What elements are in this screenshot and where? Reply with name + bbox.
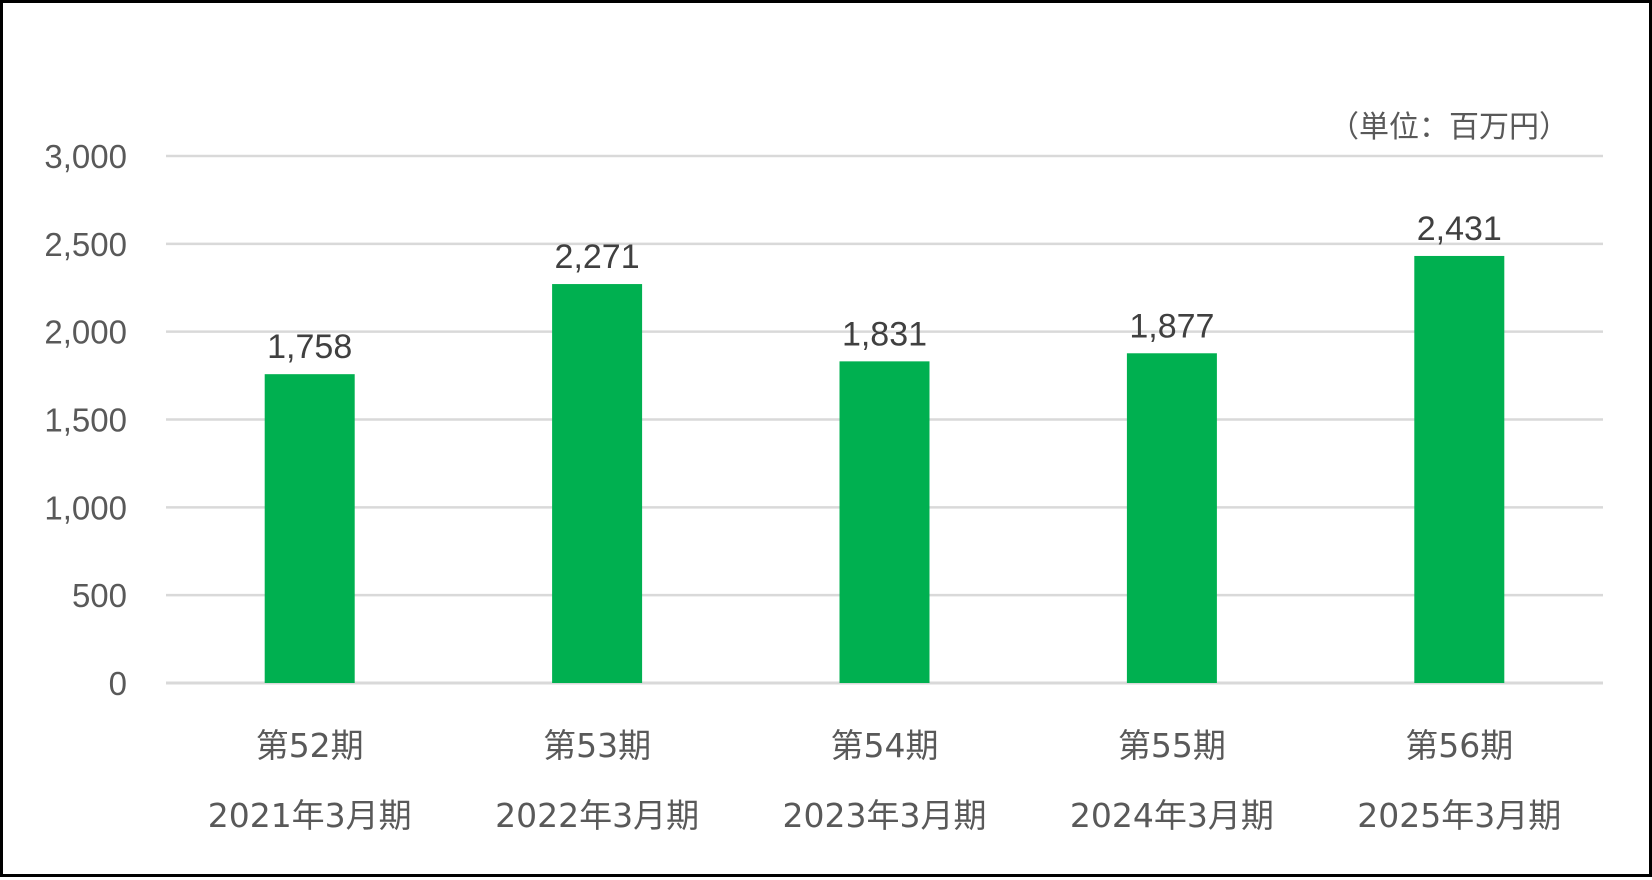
y-tick-label: 1,000: [44, 489, 127, 526]
y-tick-label: 1,500: [44, 402, 127, 439]
y-axis-ticks: 0 500 1,000 1,500 2,000 2,500 3,000: [44, 138, 127, 702]
x-category-period: 第56期: [1405, 726, 1513, 765]
y-tick-label: 0: [109, 665, 127, 702]
x-category-fiscal-year: 2025年3月期: [1357, 796, 1561, 835]
bar: [264, 374, 355, 683]
unit-label: （単位：百万円）: [1329, 110, 1569, 145]
data-labels: 1,758 2,271 1,831 1,877 2,431: [267, 210, 1502, 366]
x-category-period: 第52期: [256, 726, 364, 765]
bar-chart: 0 500 1,000 1,500 2,000 2,500 3,000 1,758 2,271…: [44, 110, 1603, 835]
y-tick-label: 2,000: [44, 314, 127, 351]
x-category-period: 第53期: [543, 726, 651, 765]
y-tick-label: 500: [72, 577, 127, 614]
gridlines: [166, 154, 1603, 685]
data-label: 1,877: [1129, 307, 1214, 345]
bar: [552, 284, 643, 683]
y-tick-label: 2,500: [44, 226, 127, 263]
x-category-period: 第54期: [831, 726, 939, 765]
x-category-fiscal-year: 2021年3月期: [208, 796, 412, 835]
x-category-fiscal-year: 2024年3月期: [1070, 796, 1274, 835]
y-tick-label: 3,000: [44, 138, 127, 175]
x-category-period: 第55期: [1118, 726, 1226, 765]
bar: [1414, 255, 1505, 683]
data-label: 2,431: [1417, 210, 1502, 248]
x-axis-categories: 第52期 2021年3月期 第53期 2022年3月期 第54期 2023年3月期 第55期…: [208, 726, 1562, 835]
data-label: 1,831: [842, 315, 927, 353]
x-category-fiscal-year: 2022年3月期: [495, 796, 699, 835]
data-label: 1,758: [267, 328, 352, 366]
bar: [839, 361, 930, 683]
data-label: 2,271: [555, 238, 640, 276]
bars: [264, 255, 1505, 683]
x-category-fiscal-year: 2023年3月期: [783, 796, 987, 835]
bar: [1126, 353, 1217, 683]
